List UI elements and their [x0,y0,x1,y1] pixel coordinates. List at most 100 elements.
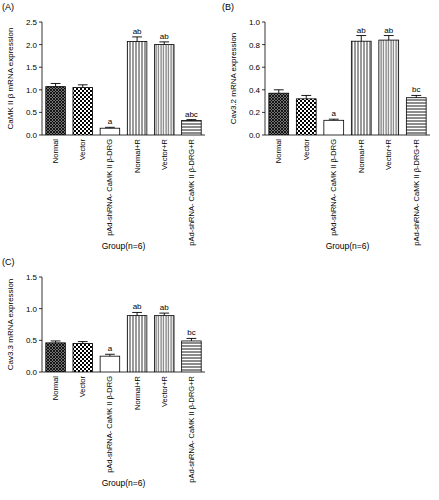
error-bar [411,95,421,97]
x-tick-label: Normal [51,139,60,164]
panel: (A)0.00.51.01.52.02.5CaMK II β mRNA expr… [2,2,205,251]
panel: (C)0.00.51.01.5Cav3.3 mRNA expressionaab… [2,257,205,488]
bars [46,37,201,135]
x-tick-label: pAd-shRNA- CaMK II β-DRG [105,376,114,473]
x-tick-label: Normal [274,139,283,164]
error-bar [51,341,61,343]
error-bar [78,342,88,344]
x-tick-label: pAd-shRNA- CaMK II β-DRG [329,139,338,236]
significance-label: bc [412,85,420,94]
error-bar [384,36,394,41]
x-tick-label: Normal+R [133,138,142,173]
y-tick-label: 0.0 [249,131,261,140]
x-tick-label: Normal+R [357,138,366,173]
error-bar [159,42,169,45]
error-bar [51,83,61,86]
y-axis [265,22,266,135]
y-tick [39,308,42,309]
significance-label: ab [133,302,142,311]
x-axis [42,135,205,136]
x-tick-label: Vector+R [160,375,169,407]
y-tick [262,135,265,136]
y-tick [39,67,42,68]
x-tick-label: Normal+R [133,375,142,410]
panel-title: (A) [2,2,14,12]
x-tick-label: Vector+R [160,138,169,170]
panel-title: (B) [222,2,234,12]
y-tick [39,340,42,341]
error-bar [356,36,366,42]
x-tick-label: Vector+R [384,138,393,170]
y-tick-label: 0.6 [249,63,261,72]
x-axis-label: Group(n=6) [102,241,146,251]
panel-title: (C) [2,257,15,267]
bar [100,356,120,372]
error-bar [132,37,142,42]
y-tick [262,67,265,68]
x-axis [265,135,430,136]
y-tick [262,112,265,113]
y-tick [262,44,265,45]
error-bar [187,119,197,121]
bar [324,120,344,135]
error-bar [301,95,311,98]
x-tick-label: Vector [78,139,87,161]
x-axis [42,372,205,373]
figure: (A)0.00.51.01.52.02.5CaMK II β mRNA expr… [0,0,439,500]
error-bar [105,127,115,129]
x-tick-label: Normal [51,376,60,401]
bar [154,316,174,372]
y-tick-label: 0.8 [249,41,261,50]
bar [182,121,202,135]
bar [182,341,202,372]
y-tick [39,89,42,90]
y-axis [42,22,43,135]
x-tick-label: pAd-shRNA- CaMK II β-DRG [105,139,114,236]
bar [351,41,371,135]
y-tick-label: 0.2 [249,108,261,117]
x-axis-label: Group(n=6) [326,241,370,251]
significance-label: a [108,344,113,353]
y-axis-label: CaMK II β mRNA expression [6,28,15,130]
y-tick [262,22,265,23]
bar [127,41,147,135]
y-tick-label: 0.4 [249,86,261,95]
y-tick-label: 0.0 [26,131,38,140]
panel: (B)0.00.20.40.60.81.0Cav3.2 mRNA express… [222,2,430,251]
y-tick [39,44,42,45]
y-tick-label: 2.5 [26,18,38,27]
y-axis [42,277,43,372]
bar [46,87,66,135]
bars [46,312,201,372]
significance-label: ab [160,303,169,312]
significance-label: ab [160,32,169,41]
y-tick-label: 1.5 [26,273,38,282]
error-bar [132,312,142,315]
bar [100,128,120,135]
x-tick-label: Vector [302,139,311,161]
bar [379,40,399,135]
error-bar [187,338,197,341]
bar [296,99,316,135]
y-tick [39,372,42,373]
x-tick-label: Vector [78,376,87,398]
y-tick-label: 1.0 [249,18,261,27]
error-bar [105,354,115,356]
x-tick-label: pAd-shRNA- CaMK II β-DRG+R [412,138,421,245]
significance-label: a [332,109,337,118]
error-bar [329,119,339,120]
significance-label: ab [357,26,366,35]
y-tick-label: 1.0 [26,86,38,95]
bar [154,45,174,135]
x-tick-label: pAd-shRNA- CaMK II β-DRG+R [187,375,196,482]
error-bar [159,313,169,316]
y-axis-label: Cav3.3 mRNA expression [6,279,15,371]
significance-label: ab [384,26,393,35]
y-tick [39,277,42,278]
bar [46,343,66,372]
y-tick [39,112,42,113]
significance-label: ab [133,27,142,36]
y-tick-label: 2.0 [26,41,38,50]
y-tick [262,89,265,90]
y-tick-label: 1.5 [26,63,38,72]
